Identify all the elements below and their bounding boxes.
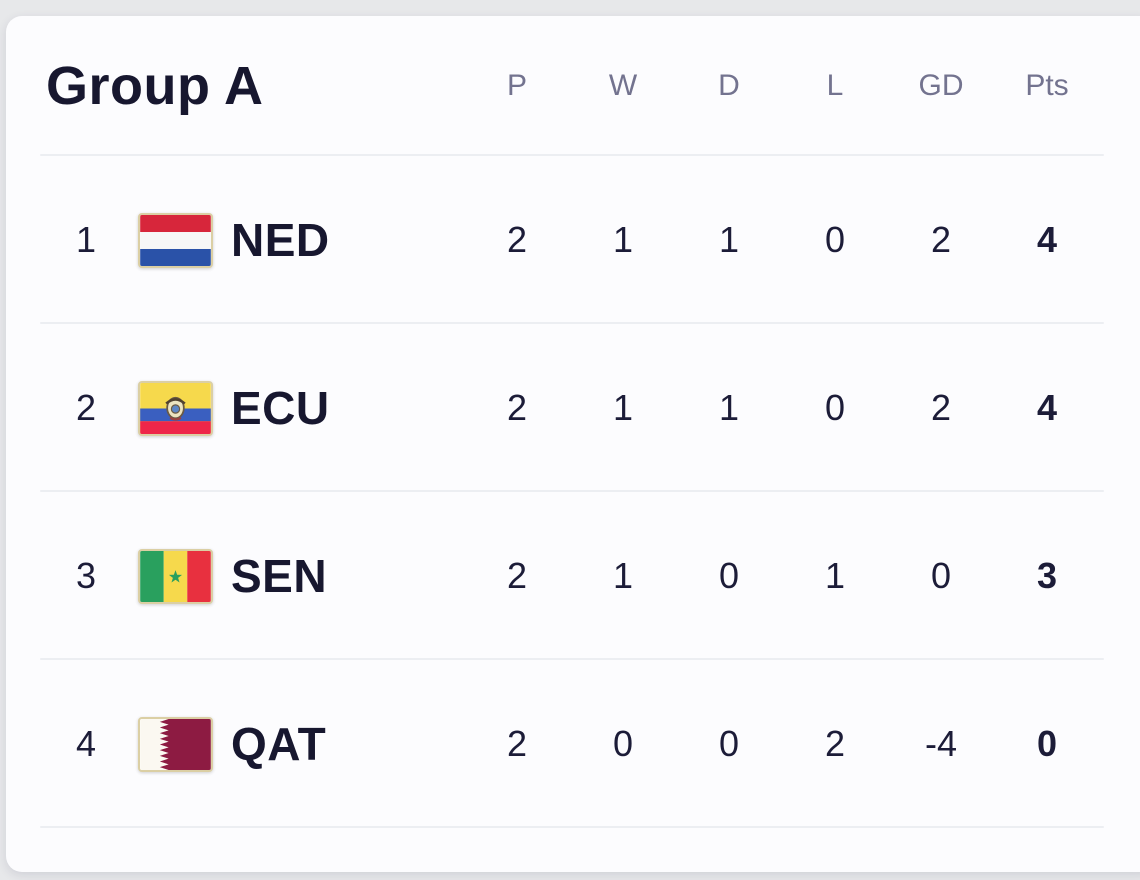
column-header-pts: Pts [1025, 69, 1069, 102]
stat-w: 1 [612, 219, 634, 260]
team-cell: SEN [132, 548, 464, 604]
stat-gd: -4 [924, 723, 957, 764]
position-number: 4 [75, 723, 97, 764]
stat-l: 0 [824, 219, 846, 260]
netherlands-flag [138, 212, 213, 268]
column-header-p: P [506, 69, 527, 102]
stat-pts: 4 [1036, 219, 1058, 260]
stat-d: 1 [718, 387, 740, 428]
team-cell: QAT [132, 716, 464, 772]
column-header-w: W [608, 69, 638, 102]
position-number: 3 [75, 555, 97, 596]
team-code: ECU [231, 382, 330, 434]
stat-pts: 3 [1036, 555, 1058, 596]
stat-p: 2 [506, 387, 528, 428]
position-number: 2 [75, 387, 97, 428]
stat-d: 0 [718, 555, 740, 596]
column-header-d: D [718, 69, 740, 102]
group-title: Group A [46, 56, 264, 116]
stat-p: 2 [506, 723, 528, 764]
team-cell: ECU [132, 380, 464, 436]
team-row: 1 NED 2 1 1 0 2 4 [6, 156, 1140, 324]
stat-l: 1 [824, 555, 846, 596]
table-header-row: Group A P W D L GD Pts [6, 16, 1140, 156]
position-number: 1 [75, 219, 97, 260]
stat-pts: 0 [1036, 723, 1058, 764]
qatar-flag [138, 716, 213, 772]
stat-l: 2 [824, 723, 846, 764]
table-body: 1 NED 2 1 1 0 2 4 2 ECU 2 1 1 0 2 4 3 SEN 2 1 0 1 0 3 4… [6, 156, 1140, 828]
senegal-flag [138, 548, 213, 604]
stat-w: 1 [612, 387, 634, 428]
stat-p: 2 [506, 555, 528, 596]
stat-d: 0 [718, 723, 740, 764]
column-header-l: L [826, 69, 844, 102]
stat-w: 0 [612, 723, 634, 764]
team-code: SEN [231, 550, 328, 602]
stat-pts: 4 [1036, 387, 1058, 428]
ecuador-flag [138, 380, 213, 436]
team-code: QAT [231, 718, 327, 770]
stat-l: 0 [824, 387, 846, 428]
stat-d: 1 [718, 219, 740, 260]
team-row: 2 ECU 2 1 1 0 2 4 [6, 324, 1140, 492]
team-row: 3 SEN 2 1 0 1 0 3 [6, 492, 1140, 660]
column-header-gd: GD [918, 69, 964, 102]
stat-gd: 2 [930, 219, 952, 260]
stat-p: 2 [506, 219, 528, 260]
team-cell: NED [132, 212, 464, 268]
stat-gd: 0 [930, 555, 952, 596]
stat-w: 1 [612, 555, 634, 596]
team-row: 4 QAT 2 0 0 2 -4 0 [6, 660, 1140, 828]
team-code: NED [231, 214, 330, 266]
stat-gd: 2 [930, 387, 952, 428]
